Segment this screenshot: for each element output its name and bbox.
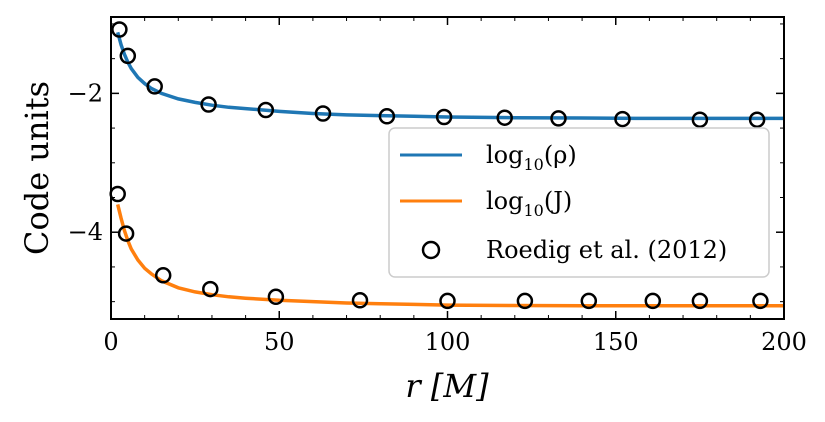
data-point	[550, 110, 567, 127]
data-point	[496, 109, 513, 126]
x-tick-label: 100	[425, 328, 471, 356]
data-point	[111, 21, 128, 38]
series-line-0	[116, 31, 784, 121]
data-point	[200, 96, 217, 113]
data-point	[117, 225, 135, 242]
data-point	[691, 111, 709, 128]
legend-marker-roedig	[421, 240, 441, 260]
data-point	[119, 47, 137, 65]
data-point	[752, 292, 769, 310]
x-tick-label: 200	[761, 328, 807, 356]
data-point	[435, 108, 453, 126]
legend: log10(ρ) log10(J) Roedig et al. (2012)	[388, 127, 770, 278]
y-tick-label: −4	[68, 218, 103, 246]
data-point	[439, 292, 456, 310]
x-tick-label: 0	[103, 328, 118, 356]
scatter-points	[109, 21, 769, 310]
data-point	[351, 292, 369, 309]
data-point	[580, 292, 598, 310]
data-point	[146, 78, 163, 95]
data-point	[614, 110, 631, 128]
plot-area	[116, 31, 784, 308]
data-point	[109, 185, 126, 203]
x-tick-label: 150	[593, 328, 639, 356]
data-point	[644, 292, 662, 310]
data-point	[691, 292, 709, 310]
data-point	[154, 267, 172, 284]
legend-box	[388, 127, 770, 278]
data-point	[267, 288, 285, 306]
x-tick-label: 50	[264, 328, 295, 356]
y-axis-title: Code units	[18, 81, 56, 255]
data-point	[202, 280, 219, 298]
axis-ticks: 0 50 100 150 200 −2 −4	[68, 17, 807, 356]
x-axis-title: r [M]	[405, 367, 489, 405]
data-point	[314, 105, 332, 122]
data-point	[378, 108, 396, 125]
legend-label-j: log10(J)	[486, 187, 572, 220]
data-point	[257, 101, 275, 119]
legend-label-rho: log10(ρ)	[486, 141, 577, 174]
data-point	[516, 292, 534, 310]
data-point	[748, 111, 766, 128]
y-tick-label: −2	[68, 79, 103, 107]
series-line-1	[116, 203, 784, 308]
legend-label-roedig: Roedig et al. (2012)	[486, 236, 727, 264]
